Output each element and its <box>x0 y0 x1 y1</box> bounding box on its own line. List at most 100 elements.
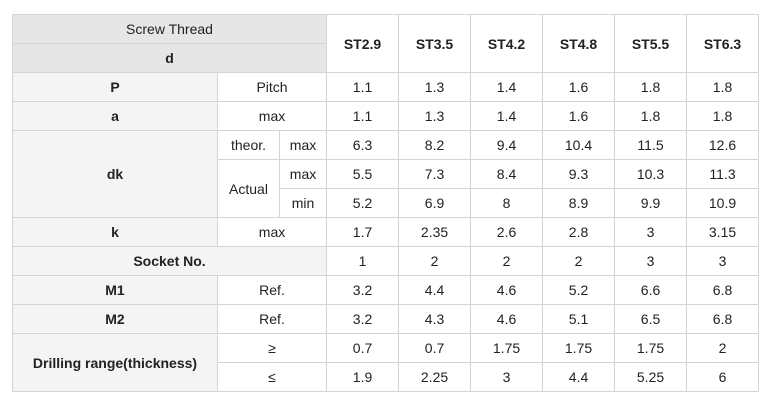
cell-value: 6.3 <box>326 130 400 160</box>
cell-value: 0.7 <box>398 333 472 363</box>
cell-value: 5.25 <box>614 362 688 392</box>
cell-value: 8 <box>470 188 544 218</box>
size-header: ST4.2 <box>470 14 544 73</box>
cell-value: 2.8 <box>542 217 616 247</box>
cell-value: 1.6 <box>542 72 616 102</box>
cell-value: 8.4 <box>470 159 544 189</box>
cell-value: 2 <box>470 246 544 276</box>
cell-value: 1.1 <box>326 72 400 102</box>
cell-value: 6.5 <box>614 304 688 334</box>
cell-value: 3.15 <box>686 217 760 247</box>
cell-value: 1.8 <box>614 101 688 131</box>
cell-value: 1.8 <box>614 72 688 102</box>
cell-value: 10.3 <box>614 159 688 189</box>
row-sublabel: Ref. <box>216 275 328 305</box>
cell-value: 3 <box>614 246 688 276</box>
cell-value: 1.9 <box>326 362 400 392</box>
screw-spec-table: Screw Thread ST2.9 ST3.5 ST4.2 ST4.8 ST5… <box>11 14 760 392</box>
cell-value: 1.8 <box>686 72 760 102</box>
cell-value: 2 <box>542 246 616 276</box>
cell-value: 1.75 <box>470 333 544 363</box>
row-label: P <box>12 72 218 102</box>
table-row-dk-actual-max: Actual max 5.5 7.3 8.4 9.3 10.3 11.3 <box>13 159 760 218</box>
cell-value: 1.75 <box>614 333 688 363</box>
row-sublabel: Ref. <box>216 304 328 334</box>
cell-value: 3.2 <box>326 275 400 305</box>
cell-value: 3.2 <box>326 304 400 334</box>
row-sublabel: ≤ <box>216 362 328 392</box>
cell-value: 6.8 <box>686 275 760 305</box>
cell-value: 1.7 <box>326 217 400 247</box>
size-header: ST5.5 <box>614 14 688 73</box>
cell-value: 1.6 <box>542 101 616 131</box>
row-label: Drilling range(thickness) <box>12 333 218 392</box>
cell-value: 2.35 <box>398 217 472 247</box>
cell-value: 10.4 <box>542 130 616 160</box>
cell-value: 11.5 <box>614 130 688 160</box>
row-label: k <box>12 217 218 247</box>
table-row-socket: Socket No. 1 2 2 2 3 3 <box>11 246 760 276</box>
cell-value: 9.4 <box>470 130 544 160</box>
cell-value: 0.7 <box>326 333 400 363</box>
row-sublabel: max <box>278 130 328 160</box>
size-header: ST4.8 <box>542 14 616 73</box>
header-row-d: d <box>11 43 759 73</box>
cell-value: 1.75 <box>542 333 616 363</box>
row-sublabel: ≥ <box>216 333 328 363</box>
row-sublabel: max <box>216 101 328 131</box>
cell-value: 1.4 <box>470 101 544 131</box>
row-sublabel: Actual <box>217 159 280 218</box>
cell-value: 2 <box>686 333 760 363</box>
table-row-m1: M1 Ref. 3.2 4.4 4.6 5.2 6.6 6.8 <box>12 275 760 305</box>
row-sublabel: min <box>278 188 328 218</box>
table-row-k: k max 1.7 2.35 2.6 2.8 3 3.15 <box>12 217 760 247</box>
cell-value: 6.8 <box>686 304 760 334</box>
cell-value: 8.2 <box>398 130 472 160</box>
table-row-p: P Pitch 1.1 1.3 1.4 1.6 1.8 1.8 <box>12 72 760 102</box>
cell-value: 4.6 <box>470 304 544 334</box>
cell-value: 6.9 <box>398 188 472 218</box>
cell-value: 7.3 <box>398 159 472 189</box>
cell-value: 5.2 <box>542 275 616 305</box>
table-row-dk-theor-max: dk theor. max 6.3 8.2 9.4 10.4 11.5 12.6 <box>12 130 760 218</box>
header-row-thread: Screw Thread ST2.9 ST3.5 ST4.2 ST4.8 ST5… <box>11 14 760 73</box>
screw-thread-header: Screw Thread <box>11 14 328 44</box>
row-label: M1 <box>12 275 218 305</box>
cell-value: 4.3 <box>398 304 472 334</box>
cell-value: 3 <box>470 362 544 392</box>
cell-value: 9.3 <box>542 159 616 189</box>
cell-value: 1.8 <box>686 101 760 131</box>
cell-value: 5.2 <box>326 188 400 218</box>
cell-value: 3 <box>614 217 688 247</box>
cell-value: 4.4 <box>398 275 472 305</box>
size-header: ST3.5 <box>398 14 472 73</box>
cell-value: 6 <box>686 362 760 392</box>
d-header: d <box>11 43 328 73</box>
cell-value: 1 <box>326 246 400 276</box>
cell-value: 9.9 <box>614 188 688 218</box>
cell-value: 5.5 <box>326 159 400 189</box>
table-row-m2: M2 Ref. 3.2 4.3 4.6 5.1 6.5 6.8 <box>12 304 760 334</box>
table-row-drill-le: ≤ 1.9 2.25 3 4.4 5.25 6 <box>13 362 760 392</box>
cell-value: 2.25 <box>398 362 472 392</box>
cell-value: 3 <box>686 246 760 276</box>
cell-value: 10.9 <box>686 188 760 218</box>
row-label: M2 <box>12 304 218 334</box>
cell-value: 2.6 <box>470 217 544 247</box>
cell-value: 6.6 <box>614 275 688 305</box>
cell-value: 11.3 <box>686 159 760 189</box>
size-header: ST2.9 <box>326 14 400 73</box>
cell-value: 12.6 <box>686 130 760 160</box>
cell-value: 1.1 <box>326 101 400 131</box>
cell-value: 5.1 <box>542 304 616 334</box>
row-sublabel: Pitch <box>216 72 328 102</box>
cell-value: 2 <box>398 246 472 276</box>
cell-value: 1.4 <box>470 72 544 102</box>
table-row-drill-ge: Drilling range(thickness) ≥ 0.7 0.7 1.75… <box>12 333 760 392</box>
cell-value: 4.4 <box>542 362 616 392</box>
spec-table-container: Screw Thread ST2.9 ST3.5 ST4.2 ST4.8 ST5… <box>11 14 760 392</box>
table-row-a: a max 1.1 1.3 1.4 1.6 1.8 1.8 <box>12 101 760 131</box>
cell-value: 8.9 <box>542 188 616 218</box>
cell-value: 4.6 <box>470 275 544 305</box>
size-header: ST6.3 <box>686 14 760 73</box>
